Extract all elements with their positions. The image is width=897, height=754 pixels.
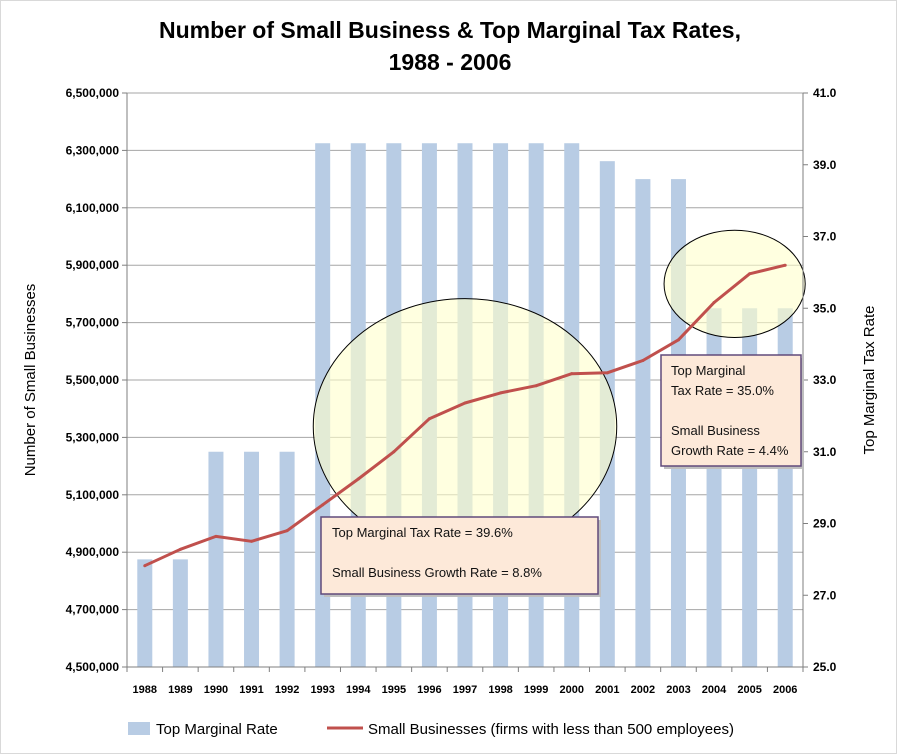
x-tick-label-1992: 1992 [275, 684, 299, 696]
annotation-line: Top Marginal [671, 363, 746, 378]
bar-1990 [208, 451, 224, 667]
y-left-tick-label: 6,300,000 [66, 143, 120, 157]
y-right-tick-label: 33.0 [813, 373, 837, 387]
y-right-tick-label: 39.0 [813, 158, 837, 172]
chart-title-line-2: 1988 - 2006 [389, 49, 512, 75]
x-tick-label-2001: 2001 [595, 684, 619, 696]
y-left-tick-label: 5,100,000 [66, 488, 120, 502]
line-point-1989 [178, 547, 182, 551]
x-tick-label-2003: 2003 [666, 684, 690, 696]
bar-1989 [172, 559, 188, 667]
y-left-tick-label: 5,500,000 [66, 373, 120, 387]
annotation-box [320, 516, 599, 595]
y-right-axis-label: Top Marginal Tax Rate [861, 306, 878, 455]
y-right-tick-label: 27.0 [813, 588, 837, 602]
line-point-1994 [356, 477, 360, 481]
bar-1992 [279, 451, 295, 667]
x-tick-label-1989: 1989 [168, 684, 192, 696]
y-left-tick-label: 5,700,000 [66, 316, 120, 330]
line-point-1993 [321, 503, 325, 507]
highlight-ellipse-1993-2000 [312, 298, 618, 555]
y-right-tick-label: 25.0 [813, 660, 837, 674]
annotation-line: Growth Rate = 4.4% [671, 443, 789, 458]
x-tick-label-1991: 1991 [239, 684, 263, 696]
line-point-2005 [748, 272, 752, 276]
y-left-tick-label: 5,900,000 [66, 258, 120, 272]
line-point-2006 [783, 263, 787, 267]
x-tick-label-1999: 1999 [524, 684, 548, 696]
right-axis-ticks: 25.0 27.0 29.0 31.0 33.0 35.0 37.0 39.0 41.0 [803, 86, 837, 674]
legend: Top Marginal Rate Small Businesses (firm… [128, 721, 734, 738]
y-right-tick-label: 37.0 [813, 230, 837, 244]
x-tick-label-2005: 2005 [737, 684, 761, 696]
y-left-tick-label: 4,900,000 [66, 545, 120, 559]
x-tick-label-1997: 1997 [453, 684, 477, 696]
line-point-1998 [499, 391, 503, 395]
chart-title-line-1: Number of Small Business & Top Marginal … [159, 17, 741, 43]
highlight-ellipse-2003-2006 [663, 229, 806, 339]
line-point-1992 [285, 529, 289, 533]
highlight-ellipses [312, 229, 806, 555]
x-tick-label-1990: 1990 [204, 684, 228, 696]
line-point-1997 [463, 401, 467, 405]
x-tick-label-1995: 1995 [382, 684, 406, 696]
line-point-1995 [392, 450, 396, 454]
annotation-boxes: Top Marginal Tax Rate = 39.6% Small Busin… [320, 354, 804, 597]
legend-label-bar: Top Marginal Rate [156, 721, 278, 738]
y-left-tick-label: 6,100,000 [66, 201, 120, 215]
legend-swatch-bar [128, 722, 150, 735]
line-point-1991 [250, 539, 254, 543]
x-tick-label-1994: 1994 [346, 684, 371, 696]
left-axis-ticks: 4,500,000 4,700,000 4,900,000 5,100,000 5,30… [66, 86, 127, 674]
bar-2002 [635, 179, 651, 667]
annotation-box [660, 354, 802, 467]
line-series [143, 263, 787, 568]
x-tick-label-1996: 1996 [417, 684, 441, 696]
line-point-1990 [214, 534, 218, 538]
bar-1991 [244, 451, 260, 667]
x-axis-ticks: 1988 1989 1990 1991 1992 1993 1994 1995 1996 1997… [126, 667, 804, 696]
y-left-tick-label: 4,500,000 [66, 660, 120, 674]
x-tick-label-1993: 1993 [310, 684, 334, 696]
annotation-1993-2000: Top Marginal Tax Rate = 39.6% Small Busin… [320, 516, 601, 597]
line-point-2002 [641, 358, 645, 362]
x-tick-label-2002: 2002 [631, 684, 655, 696]
line-point-2000 [570, 372, 574, 376]
y-left-tick-label: 4,700,000 [66, 603, 120, 617]
annotation-line: Tax Rate = 35.0% [671, 383, 774, 398]
line-point-1988 [143, 564, 147, 568]
line-point-1999 [534, 384, 538, 388]
x-tick-label-2000: 2000 [559, 684, 583, 696]
y-left-tick-label: 6,500,000 [66, 86, 120, 100]
annotation-line: Small Business [671, 423, 760, 438]
legend-label-line: Small Businesses (firms with less than 5… [368, 721, 734, 738]
y-left-axis-label: Number of Small Businesses [22, 284, 39, 477]
annotation-line: Small Business Growth Rate = 8.8% [332, 565, 542, 580]
x-tick-label-1988: 1988 [133, 684, 157, 696]
y-right-tick-label: 41.0 [813, 86, 837, 100]
y-right-tick-label: 35.0 [813, 301, 837, 315]
annotation-2003-2006: Top Marginal Tax Rate = 35.0% Small Busine… [660, 354, 804, 469]
annotation-line: Top Marginal Tax Rate = 39.6% [332, 525, 513, 540]
bar-1988 [137, 559, 153, 667]
y-right-tick-label: 31.0 [813, 445, 837, 459]
x-tick-label-2004: 2004 [702, 684, 727, 696]
y-right-tick-label: 29.0 [813, 517, 837, 531]
x-tick-label-2006: 2006 [773, 684, 797, 696]
x-tick-label-1998: 1998 [488, 684, 512, 696]
line-point-2004 [712, 301, 716, 305]
line-point-2001 [605, 371, 609, 375]
line-point-1996 [427, 417, 431, 421]
line-point-2003 [676, 338, 680, 342]
y-left-tick-label: 5,300,000 [66, 430, 120, 444]
